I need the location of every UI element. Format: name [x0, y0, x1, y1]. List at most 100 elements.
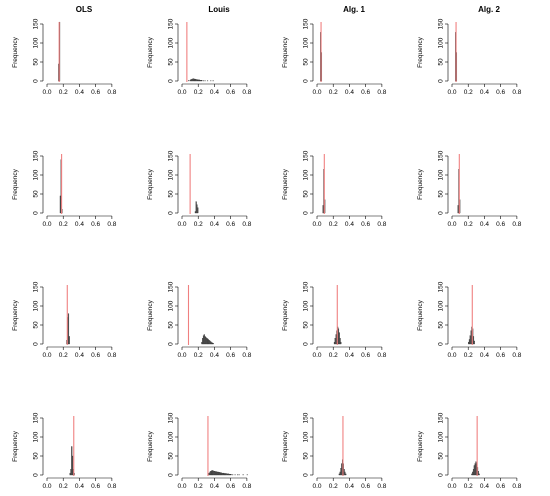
x-tick-label: 0.0	[312, 89, 321, 96]
y-tick-label: 100	[303, 169, 310, 180]
y-tick-label: 100	[33, 169, 40, 180]
x-tick-label: 0.8	[512, 89, 521, 96]
x-tick-label: 0.4	[75, 352, 84, 359]
histogram-bar	[201, 80, 203, 82]
y-tick-label: 50	[33, 58, 40, 66]
histogram-bar	[230, 474, 232, 476]
histogram-panel-r3-c2: Frequency 0 50 100 150 0.0 0.2 0.4 0.6 0.8	[282, 412, 387, 490]
x-tick-label: 0.0	[177, 483, 186, 490]
histogram-panel-r0-c1: Frequency 0 50 100 150 0.0 0.2 0.4 0.6 0.8	[147, 18, 252, 96]
x-tick-label: 0.6	[361, 221, 370, 228]
histogram-panel-r2-c0: Frequency 0 50 100 150 0.0 0.2 0.4 0.6 0.8	[12, 281, 117, 359]
histogram-panel-r2-c3: Frequency 0 50 100 150 0.0 0.2 0.4 0.6 0.8	[417, 281, 522, 359]
x-tick-label: 0.8	[242, 352, 251, 359]
x-tick-label: 0.4	[75, 483, 84, 490]
x-tick-label: 0.6	[226, 221, 235, 228]
column-title-ols: OLS	[76, 5, 93, 14]
y-tick-label: 50	[438, 58, 445, 66]
x-tick-label: 0.4	[210, 483, 219, 490]
x-tick-label: 0.6	[91, 221, 100, 228]
x-tick-label: 0.2	[464, 352, 473, 359]
x-tick-label: 0.6	[91, 89, 100, 96]
y-tick-label: 100	[168, 169, 175, 180]
histogram-bar	[340, 341, 342, 345]
x-tick-label: 0.0	[312, 352, 321, 359]
x-tick-label: 0.0	[42, 352, 51, 359]
x-tick-label: 0.4	[210, 89, 219, 96]
x-tick-label: 0.4	[75, 89, 84, 96]
x-tick-label: 0.2	[194, 89, 203, 96]
y-tick-label: 0	[303, 211, 310, 215]
y-tick-label: 150	[33, 18, 40, 29]
column-title-alg1: Alg. 1	[343, 5, 365, 14]
x-tick-label: 0.8	[377, 89, 386, 96]
y-tick-label: 50	[303, 58, 310, 66]
x-tick-label: 0.2	[329, 221, 338, 228]
x-tick-label: 0.0	[42, 89, 51, 96]
x-tick-label: 0.8	[242, 89, 251, 96]
histogram-bar	[344, 471, 346, 476]
x-tick-label: 0.2	[194, 483, 203, 490]
y-tick-label: 0	[303, 342, 310, 346]
y-tick-label: 150	[33, 412, 40, 423]
histogram-panel-r3-c0: Frequency 0 50 100 150 0.0 0.2 0.4 0.6 0.8	[12, 412, 117, 490]
x-tick-label: 0.0	[177, 221, 186, 228]
y-tick-label: 0	[33, 79, 40, 83]
y-tick-label: 0	[303, 79, 310, 83]
y-tick-label: 50	[303, 452, 310, 460]
histogram-panel-r0-c0: Frequency 0 50 100 150 0.0 0.2 0.4 0.6 0.8	[12, 18, 117, 96]
histogram-panel-r3-c3: Frequency 0 50 100 150 0.0 0.2 0.4 0.6 0.8	[417, 412, 522, 490]
x-tick-label: 0.2	[194, 352, 203, 359]
y-tick-label: 50	[438, 452, 445, 460]
x-tick-label: 0.0	[312, 483, 321, 490]
y-tick-label: 100	[168, 300, 175, 311]
y-tick-label: 150	[33, 281, 40, 292]
x-tick-label: 0.8	[242, 483, 251, 490]
y-tick-label: 100	[303, 37, 310, 48]
x-tick-label: 0.0	[42, 221, 51, 228]
x-tick-label: 0.4	[345, 221, 354, 228]
y-tick-label: 50	[168, 452, 175, 460]
y-tick-label: 50	[168, 58, 175, 66]
y-tick-label: 50	[438, 190, 445, 198]
x-tick-label: 0.4	[210, 221, 219, 228]
x-tick-label: 0.4	[480, 89, 489, 96]
x-tick-label: 0.8	[377, 352, 386, 359]
histogram-panel-r1-c3: Frequency 0 50 100 150 0.0 0.2 0.4 0.6 0.8	[417, 150, 522, 228]
x-tick-label: 0.8	[377, 483, 386, 490]
x-tick-label: 0.0	[447, 483, 456, 490]
x-tick-label: 0.6	[496, 221, 505, 228]
y-tick-label: 100	[303, 431, 310, 442]
x-tick-label: 0.2	[464, 221, 473, 228]
x-tick-label: 0.4	[345, 352, 354, 359]
y-tick-label: 0	[438, 79, 445, 83]
y-tick-label: 150	[438, 150, 445, 161]
x-tick-label: 0.6	[496, 89, 505, 96]
x-tick-label: 0.2	[329, 483, 338, 490]
y-tick-label: 150	[168, 412, 175, 423]
histogram-panel-r2-c1: Frequency 0 50 100 150 0.0 0.2 0.4 0.6 0.8	[147, 281, 252, 359]
y-tick-label: 150	[438, 412, 445, 423]
y-tick-label: 100	[168, 431, 175, 442]
histogram-bar	[478, 473, 480, 476]
histogram-panel-r1-c2: Frequency 0 50 100 150 0.0 0.2 0.4 0.6 0.8	[282, 150, 387, 228]
y-tick-label: 150	[303, 281, 310, 292]
y-tick-label: 50	[303, 321, 310, 329]
x-tick-label: 0.4	[480, 221, 489, 228]
x-tick-label: 0.6	[226, 483, 235, 490]
y-axis-title: Frequency	[282, 430, 289, 461]
y-tick-label: 150	[33, 150, 40, 161]
x-tick-label: 0.2	[59, 483, 68, 490]
x-tick-label: 0.8	[512, 352, 521, 359]
x-tick-label: 0.2	[59, 352, 68, 359]
x-tick-label: 0.8	[107, 89, 116, 96]
y-tick-label: 0	[168, 211, 175, 215]
column-title-louis: Louis	[208, 5, 230, 14]
y-tick-label: 0	[168, 342, 175, 346]
y-tick-label: 50	[168, 190, 175, 198]
y-tick-label: 100	[438, 37, 445, 48]
x-tick-label: 0.6	[361, 89, 370, 96]
histogram-panel-r0-c3: Frequency 0 50 100 150 0.0 0.2 0.4 0.6 0.8	[417, 18, 522, 96]
y-tick-label: 0	[168, 79, 175, 83]
